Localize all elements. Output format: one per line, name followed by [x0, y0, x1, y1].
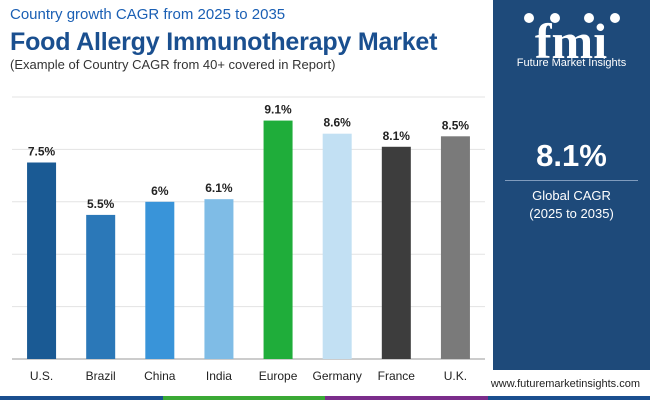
bar-brazil: [86, 214, 116, 359]
x-tick-label: Germany: [313, 369, 362, 383]
strip-segment: [0, 396, 163, 400]
logo-globe-icon: [610, 13, 620, 23]
bar-germany: [322, 133, 352, 359]
website-url[interactable]: www.futuremarketinsights.com: [490, 378, 640, 390]
global-cagr-period: (2025 to 2035): [529, 206, 614, 221]
data-label: 7.5%: [28, 145, 56, 159]
global-cagr-label: Global CAGR: [532, 188, 611, 203]
x-tick-label: Brazil: [86, 369, 116, 383]
logo-text: Future Market Insights: [516, 57, 627, 69]
bar-europe: [263, 120, 293, 359]
panel-divider: [505, 180, 638, 181]
logo-globe-icon: [550, 13, 560, 23]
fmi-logo: fmi: [524, 13, 620, 69]
data-label: 8.5%: [442, 118, 470, 132]
bar-france: [381, 146, 411, 359]
bar-india: [204, 199, 234, 359]
bar-chart: 7.5% U.S. 5.5% Brazil 6% China 6.1% India 9.1% Eu…: [12, 96, 485, 383]
chart-note: (Example of Country CAGR from 40+ covere…: [10, 57, 336, 72]
data-label: 8.6%: [324, 116, 352, 130]
logo-globe-icon: [524, 13, 534, 23]
data-label: 9.1%: [264, 103, 292, 117]
x-tick-label: U.K.: [444, 369, 467, 383]
x-tick-label: France: [378, 369, 416, 383]
chart-subtitle: Country growth CAGR from 2025 to 2035: [10, 6, 286, 23]
bottom-color-strip: [0, 396, 650, 400]
logo-letters: fmi: [535, 13, 607, 69]
x-tick-label: India: [206, 369, 232, 383]
global-cagr-value: 8.1%: [536, 138, 607, 173]
data-label: 5.5%: [87, 197, 115, 211]
bar-u-s: [27, 162, 57, 359]
x-tick-label: Europe: [259, 369, 298, 383]
strip-segment: [487, 396, 650, 400]
data-label: 6.1%: [205, 181, 233, 195]
chart-title: Food Allergy Immunotherapy Market: [10, 28, 438, 56]
bar-u-k: [440, 136, 470, 359]
data-label: 6%: [151, 184, 169, 198]
logo-globe-icon: [584, 13, 594, 23]
x-tick-label: China: [144, 369, 176, 383]
strip-segment: [162, 396, 325, 400]
strip-segment: [325, 396, 488, 400]
bar-china: [145, 201, 175, 359]
x-tick-label: U.S.: [30, 369, 53, 383]
data-label: 8.1%: [383, 129, 411, 143]
cagr-panel: fmi Future Market Insights 8.1% Global C…: [493, 0, 650, 370]
